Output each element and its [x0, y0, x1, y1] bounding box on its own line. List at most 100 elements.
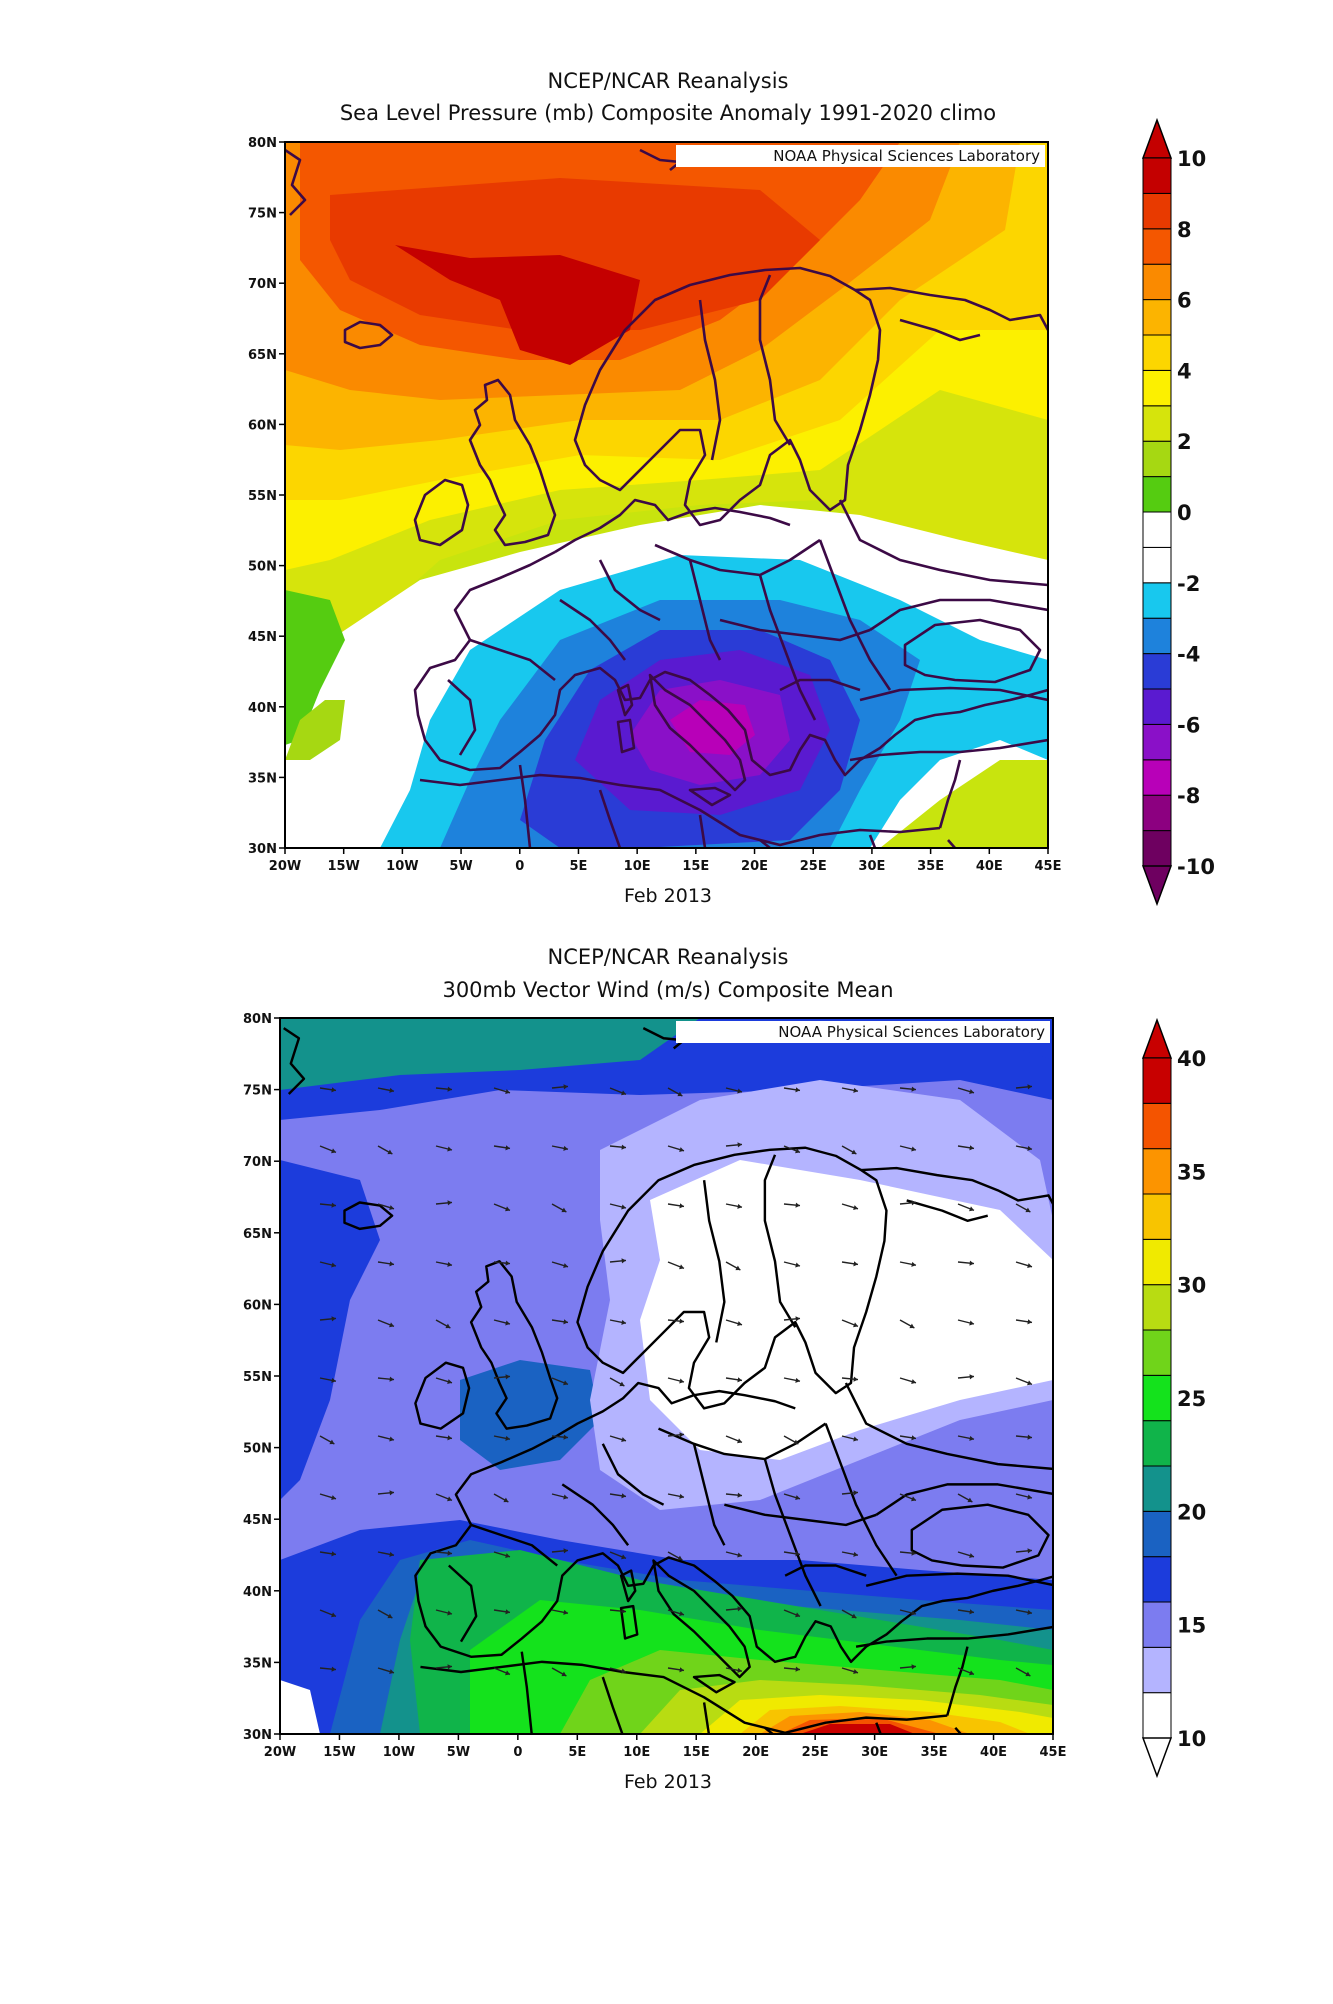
wind-arrow-head — [969, 1553, 974, 1559]
wind-arrow-head — [389, 1261, 394, 1267]
colorbar-label: -4 — [1177, 643, 1200, 667]
lat-label: 60N — [243, 1298, 272, 1313]
lat-label: 55N — [248, 489, 277, 504]
colorbar-segment — [1142, 1646, 1172, 1694]
lon-label: 35E — [917, 859, 944, 874]
wind-arrow-head — [795, 1148, 800, 1154]
wind-arrow-head — [679, 1147, 684, 1153]
colorbar-segment — [1142, 723, 1172, 761]
wind-lat-axis: 80N 75N 70N 65N 60N 55N 50N 45N 40N 35N 30N — [243, 1012, 280, 1743]
slp-title-line1: NCEP/NCAR Reanalysis — [548, 69, 789, 93]
slp-colorbar: 10 8 6 4 2 0 -2 -4 -6 -8 -10 — [1141, 117, 1215, 907]
lat-label: 60N — [248, 418, 277, 433]
wind-arrow-head — [331, 1148, 336, 1154]
wind-lon-axis: 20W 15W 10W 5W 0 5E 10E 15E 20E 25E 30E 35E 40E 45E — [264, 1734, 1066, 1760]
wind-arrow-head — [621, 1554, 626, 1560]
wind-title-line2: 300mb Vector Wind (m/s) Composite Mean — [442, 978, 893, 1002]
wind-arrow-head — [1027, 1380, 1032, 1386]
wind-arrow-head — [447, 1086, 452, 1092]
lon-label: 10E — [624, 859, 651, 874]
wind-arrow-head — [853, 1669, 858, 1675]
wind-arrow-head — [677, 1555, 683, 1561]
wind-arrow-head — [911, 1435, 916, 1441]
wind-arrow-head — [561, 1207, 567, 1213]
colorbar-label: 10 — [1177, 1727, 1206, 1751]
colorbar-segment — [1142, 299, 1172, 336]
wind-arrow-head — [737, 1321, 742, 1327]
colorbar-segment — [1142, 511, 1172, 548]
colorbar-segment — [1142, 617, 1172, 655]
wind-arrow-head — [505, 1145, 510, 1151]
lon-label: 25E — [800, 859, 827, 874]
wind-arrow-head — [331, 1377, 336, 1383]
wind-arrow-head — [737, 1606, 742, 1612]
colorbar-segment — [1142, 1193, 1172, 1240]
colorbar-segment — [1142, 1692, 1172, 1739]
wind-arrow-head — [621, 1319, 626, 1325]
wind-arrow-head — [389, 1322, 394, 1328]
wind-arrow-head — [969, 1670, 974, 1676]
wind-arrow-head — [851, 1149, 857, 1155]
wind-arrow-head — [1027, 1494, 1032, 1500]
wind-arrow-head — [679, 1203, 684, 1209]
wind-arrow-head — [389, 1436, 394, 1442]
wind-arrow-head — [853, 1551, 858, 1557]
wind-arrow-head — [563, 1494, 568, 1500]
wind-arrow-head — [911, 1200, 916, 1206]
wind-arrow-head — [563, 1380, 568, 1386]
colorbar-label: 15 — [1177, 1614, 1206, 1638]
wind-arrow-head — [505, 1435, 510, 1441]
wind-arrow-head — [911, 1086, 916, 1092]
wind-arrow-head — [1025, 1207, 1031, 1213]
lon-label: 5E — [569, 859, 587, 874]
lon-label: 40E — [976, 859, 1003, 874]
wind-arrow-head — [621, 1204, 626, 1210]
colorbar-label: 4 — [1177, 359, 1192, 383]
lon-label: 10W — [386, 859, 418, 874]
wind-arrow-head — [447, 1200, 452, 1206]
lat-label: 35N — [248, 771, 277, 786]
lat-label: 65N — [248, 348, 277, 363]
wind-arrow-head — [969, 1320, 974, 1326]
wind-arrow-head — [911, 1496, 916, 1502]
lon-label: 10E — [623, 1745, 650, 1760]
wind-arrow-head — [561, 1671, 567, 1677]
wind-arrow-head — [447, 1379, 452, 1385]
colorbar-segment — [1142, 1556, 1172, 1603]
wind-arrow-head — [911, 1261, 916, 1267]
lat-label: 70N — [243, 1155, 272, 1170]
wind-arrow-head — [795, 1612, 800, 1618]
wind-arrow-head — [737, 1438, 742, 1444]
slp-lat-axis: 80N 75N 70N 65N 60N 55N 50N 45N 40N 35N 30N — [248, 136, 285, 857]
colorbar-segment — [1142, 830, 1172, 867]
slp-lon-axis: 20W 15W 10W 5W 0 5E 10E 15E 20E 25E 30E 35E 40E 45E — [269, 848, 1061, 874]
wind-arrow-head — [331, 1262, 336, 1268]
wind-arrow-head — [331, 1087, 336, 1093]
wind-arrow-head — [911, 1664, 916, 1670]
colorbar-segment — [1142, 369, 1172, 407]
wind-arrow-head — [1027, 1434, 1032, 1440]
colorbar-segment — [1142, 1238, 1172, 1286]
wind-arrow-head — [1027, 1548, 1032, 1554]
lon-label: 5E — [568, 1745, 586, 1760]
wind-arrow-head — [1025, 1671, 1031, 1677]
wind-arrow-head — [735, 1265, 741, 1271]
wind-arrow-head — [621, 1608, 626, 1614]
wind-arrow-head — [389, 1551, 394, 1557]
wind-arrow-head — [505, 1260, 510, 1266]
slp-panel: NCEP/NCAR Reanalysis Sea Level Pressure … — [248, 69, 1215, 907]
wind-arrow-head — [679, 1264, 684, 1270]
wind-arrow-head — [969, 1435, 974, 1441]
colorbar-min-arrow — [1141, 865, 1173, 907]
wind-arrow-head — [853, 1436, 858, 1442]
wind-arrow-head — [969, 1609, 974, 1615]
wind-arrow-head — [737, 1492, 742, 1498]
lon-label: 5W — [449, 859, 472, 874]
colorbar-segment — [1142, 794, 1172, 832]
colorbar-segment — [1142, 653, 1172, 690]
wind-arrow-head — [563, 1319, 568, 1325]
wind-arrow-head — [331, 1666, 336, 1672]
wind-arrow-head — [621, 1144, 626, 1150]
lon-label: 40E — [980, 1745, 1007, 1760]
wind-arrow-head — [795, 1551, 800, 1557]
